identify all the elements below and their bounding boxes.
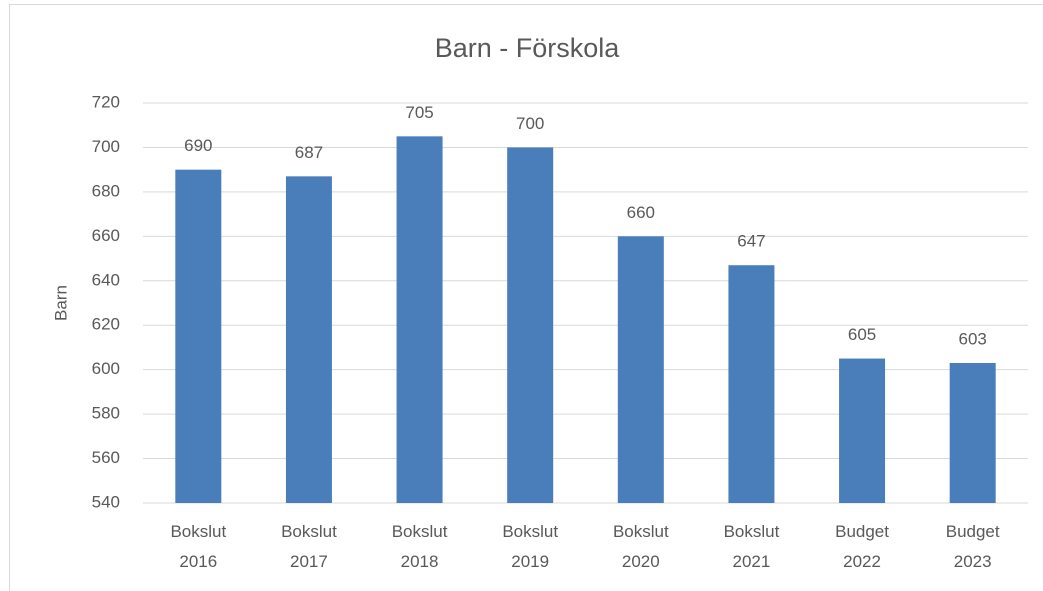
y-tick-label: 660 xyxy=(92,226,120,245)
data-label: 705 xyxy=(405,103,433,122)
x-tick-label: Bokslut 2020 xyxy=(613,522,669,571)
bar xyxy=(728,265,775,503)
y-tick-label: 640 xyxy=(92,270,120,289)
x-tick-label: Budget 2022 xyxy=(835,522,889,571)
data-label: 687 xyxy=(295,143,323,162)
data-label: 700 xyxy=(516,114,544,133)
data-label: 660 xyxy=(627,203,655,222)
y-tick-label: 720 xyxy=(92,92,120,111)
bar xyxy=(285,176,332,504)
bar xyxy=(175,169,222,503)
bar xyxy=(839,358,886,503)
y-tick-label: 580 xyxy=(92,404,120,423)
data-label: 647 xyxy=(737,232,765,251)
x-tick-label: Bokslut 2017 xyxy=(281,522,337,571)
x-tick-label: Bokslut 2021 xyxy=(724,522,780,571)
y-tick-label: 600 xyxy=(92,359,120,378)
y-tick-label: 680 xyxy=(92,181,120,200)
data-label: 603 xyxy=(959,329,987,348)
y-tick-label: 700 xyxy=(92,137,120,156)
x-tick-label: Bokslut 2019 xyxy=(502,522,558,571)
bar xyxy=(617,236,664,504)
x-tick-label: Bokslut 2016 xyxy=(170,522,226,571)
data-label: 605 xyxy=(848,325,876,344)
chart-border xyxy=(9,4,1043,591)
y-tick-label: 560 xyxy=(92,448,120,467)
chart-title: Barn - Förskola xyxy=(435,33,621,63)
x-tick-label: Bokslut 2018 xyxy=(392,522,448,571)
x-tick-label: Budget 2023 xyxy=(946,522,1000,571)
data-label: 690 xyxy=(184,136,212,155)
y-tick-label: 540 xyxy=(92,492,120,511)
bar xyxy=(396,136,443,504)
bar xyxy=(949,363,996,503)
bar xyxy=(507,147,554,503)
y-axis-label: Barn xyxy=(51,285,70,321)
y-tick-label: 620 xyxy=(92,315,120,334)
